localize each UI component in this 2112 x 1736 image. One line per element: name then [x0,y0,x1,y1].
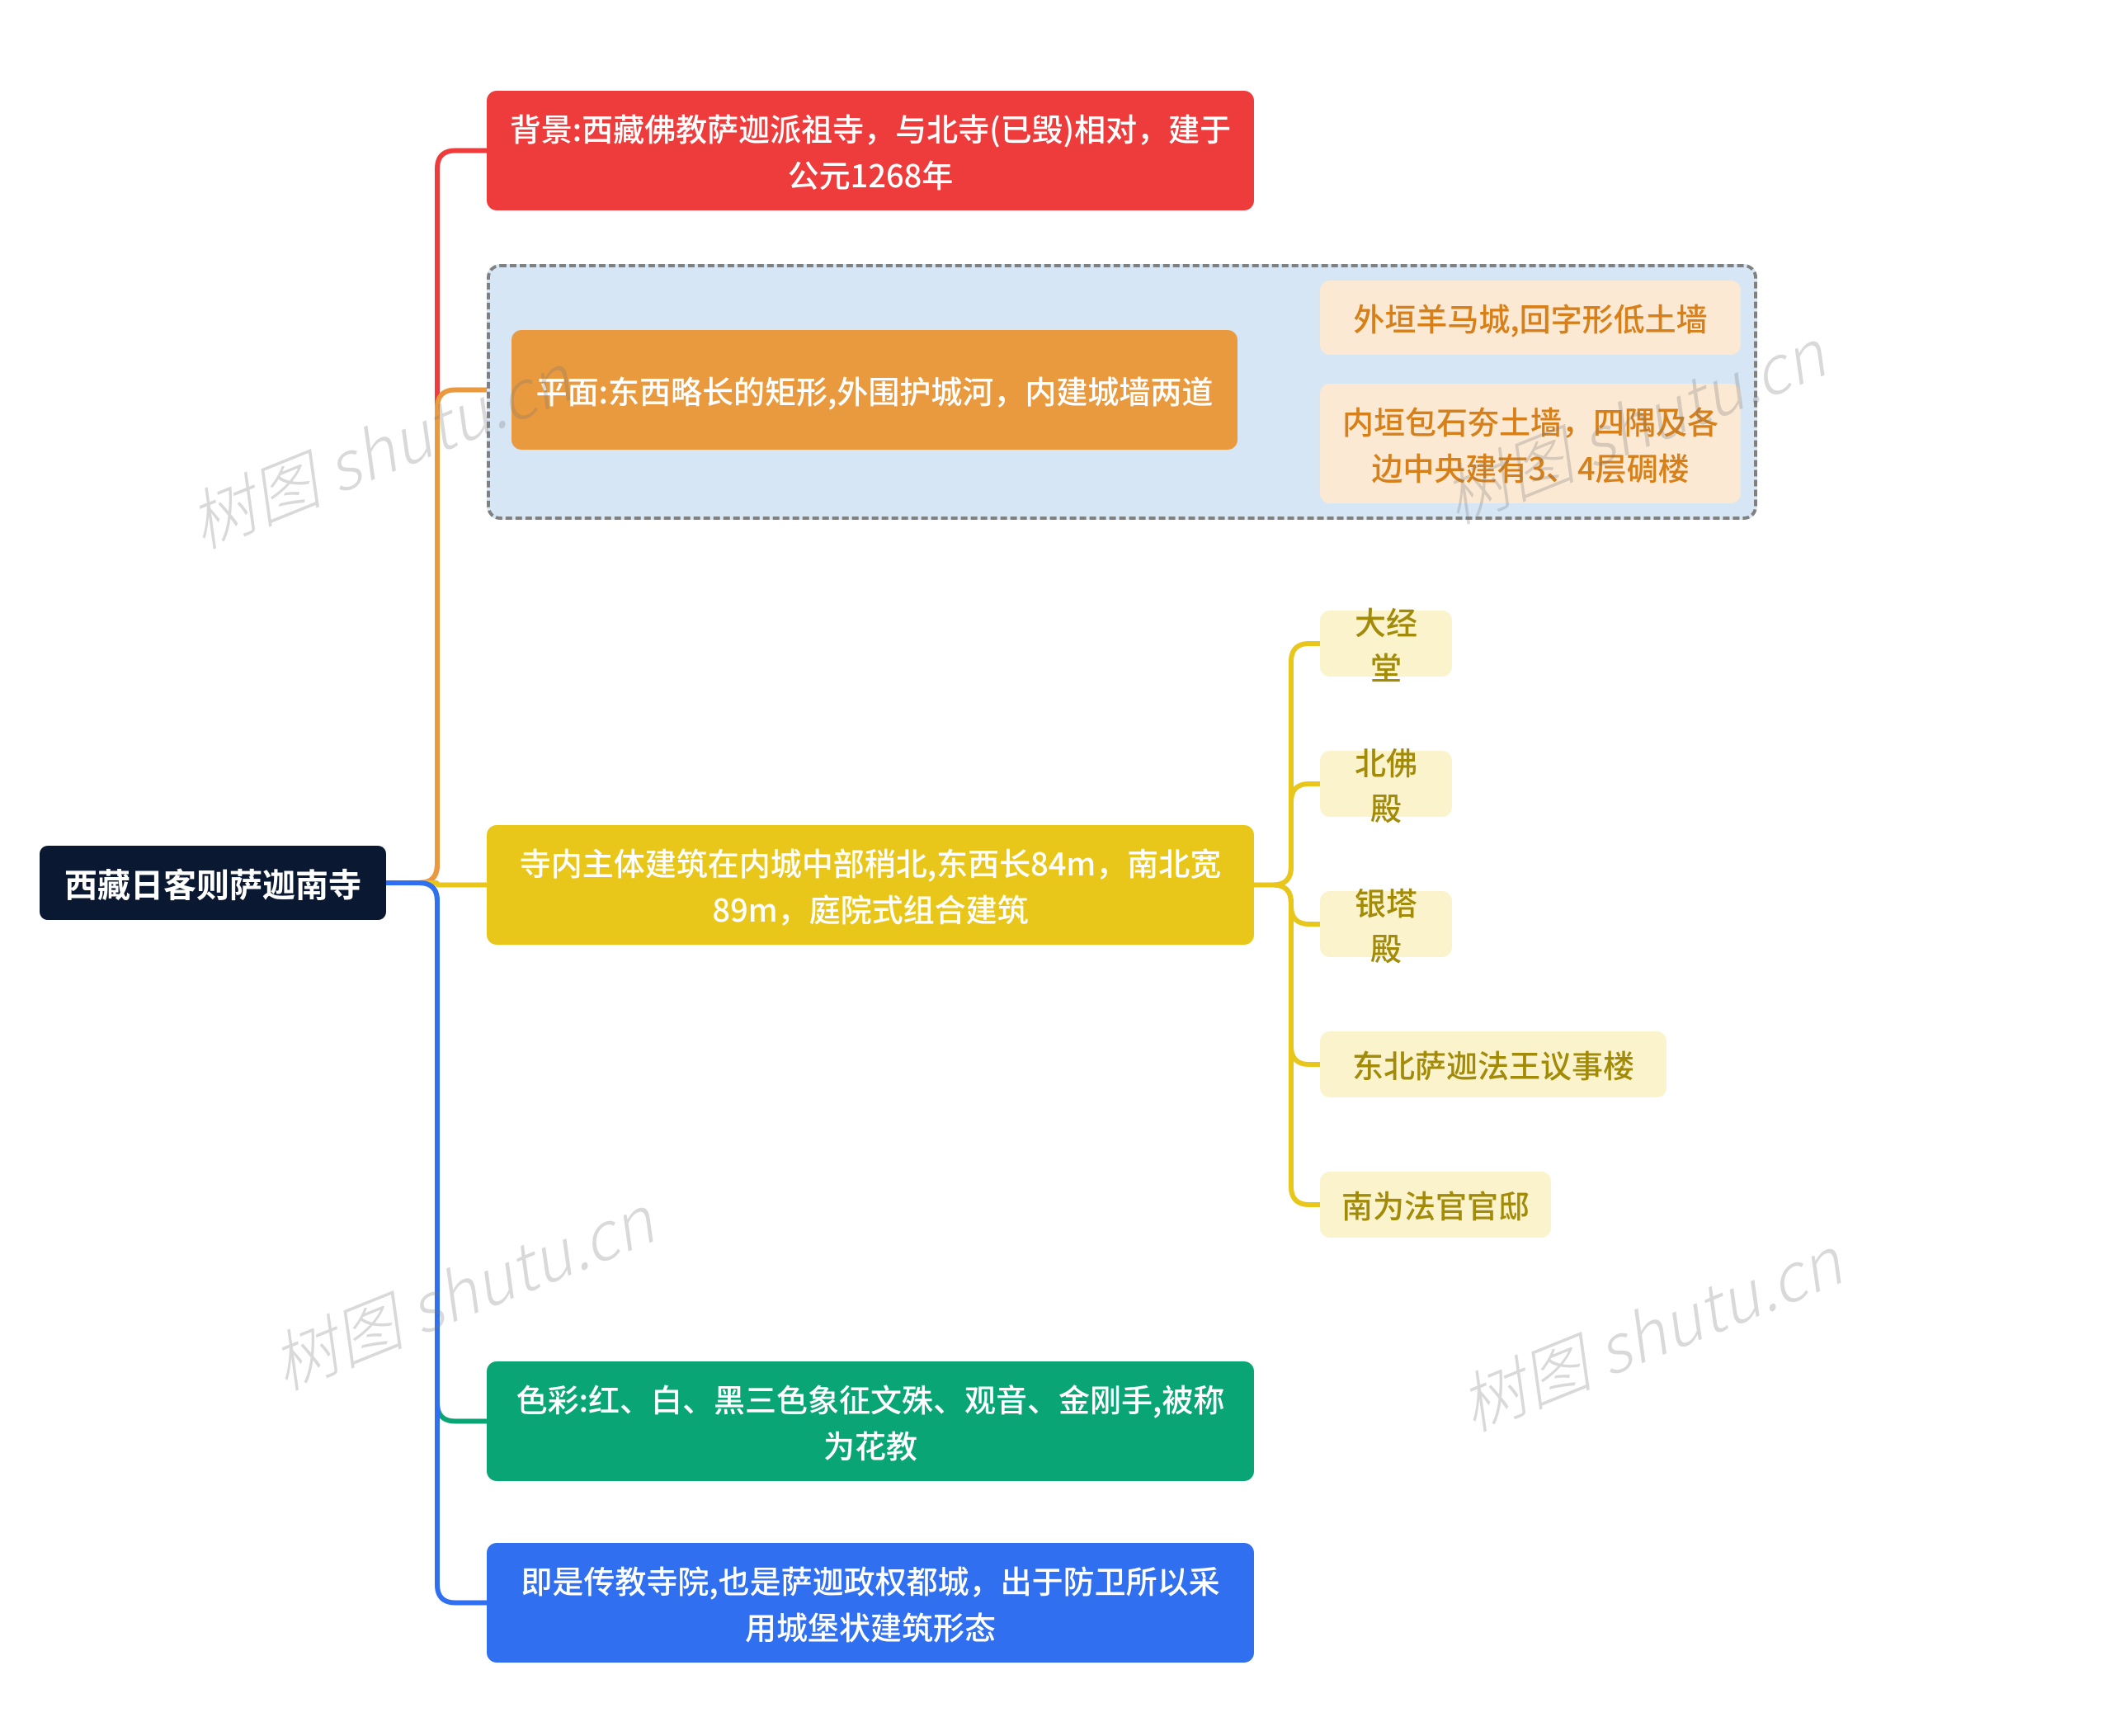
branch-5-label: 即是传教寺院,也是萨迦政权都城，出于防卫所以采用城堡状建筑形态 [508,1557,1233,1648]
branch-3-child-3-label: 银塔殿 [1341,879,1431,969]
branch-2-child-1-label: 外垣羊马城,回字形低土墙 [1353,295,1707,340]
branch-2-label: 平面:东西略长的矩形,外围护城河，内建城墙两道 [536,367,1214,413]
branch-2-child-1[interactable]: 外垣羊马城,回字形低土墙 [1320,281,1741,355]
branch-5[interactable]: 即是传教寺院,也是萨迦政权都城，出于防卫所以采用城堡状建筑形态 [487,1543,1254,1663]
branch-3[interactable]: 寺内主体建筑在内城中部稍北,东西长84m，南北宽89m，庭院式组合建筑 [487,825,1254,945]
branch-3-child-4[interactable]: 东北萨迦法王议事楼 [1320,1031,1666,1097]
branch-3-child-1-label: 大经堂 [1341,598,1431,689]
branch-3-child-5-label: 南为法官官邸 [1341,1182,1530,1227]
branch-3-child-1[interactable]: 大经堂 [1320,611,1452,677]
branch-1-label: 背景:西藏佛教萨迦派祖寺，与北寺(已毁)相对，建于公元1268年 [508,105,1233,196]
watermark: 树图 shutu.cn [1444,1210,1854,1451]
branch-3-child-4-label: 东北萨迦法王议事楼 [1352,1041,1634,1087]
branch-3-child-3[interactable]: 银塔殿 [1320,891,1452,957]
branch-2-child-2-label: 内垣包石夯土墙，四隅及各边中央建有3、4层碉楼 [1341,398,1719,488]
root-label: 西藏日客则萨迦南寺 [64,859,361,907]
branch-3-child-2[interactable]: 北佛殿 [1320,751,1452,817]
branch-1[interactable]: 背景:西藏佛教萨迦派祖寺，与北寺(已毁)相对，建于公元1268年 [487,91,1254,210]
branch-2[interactable]: 平面:东西略长的矩形,外围护城河，内建城墙两道 [512,330,1238,450]
branch-4[interactable]: 色彩:红、白、黑三色象征文殊、观音、金刚手,被称为花教 [487,1361,1254,1481]
mindmap-canvas: 西藏日客则萨迦南寺 背景:西藏佛教萨迦派祖寺，与北寺(已毁)相对，建于公元126… [0,0,2112,1736]
root-node[interactable]: 西藏日客则萨迦南寺 [40,846,386,920]
branch-3-child-5[interactable]: 南为法官官邸 [1320,1172,1551,1238]
branch-4-label: 色彩:红、白、黑三色象征文殊、观音、金刚手,被称为花教 [508,1375,1233,1466]
branch-3-label: 寺内主体建筑在内城中部稍北,东西长84m，南北宽89m，庭院式组合建筑 [508,839,1233,930]
branch-3-child-2-label: 北佛殿 [1341,738,1431,829]
branch-2-child-2[interactable]: 内垣包石夯土墙，四隅及各边中央建有3、4层碉楼 [1320,384,1741,503]
